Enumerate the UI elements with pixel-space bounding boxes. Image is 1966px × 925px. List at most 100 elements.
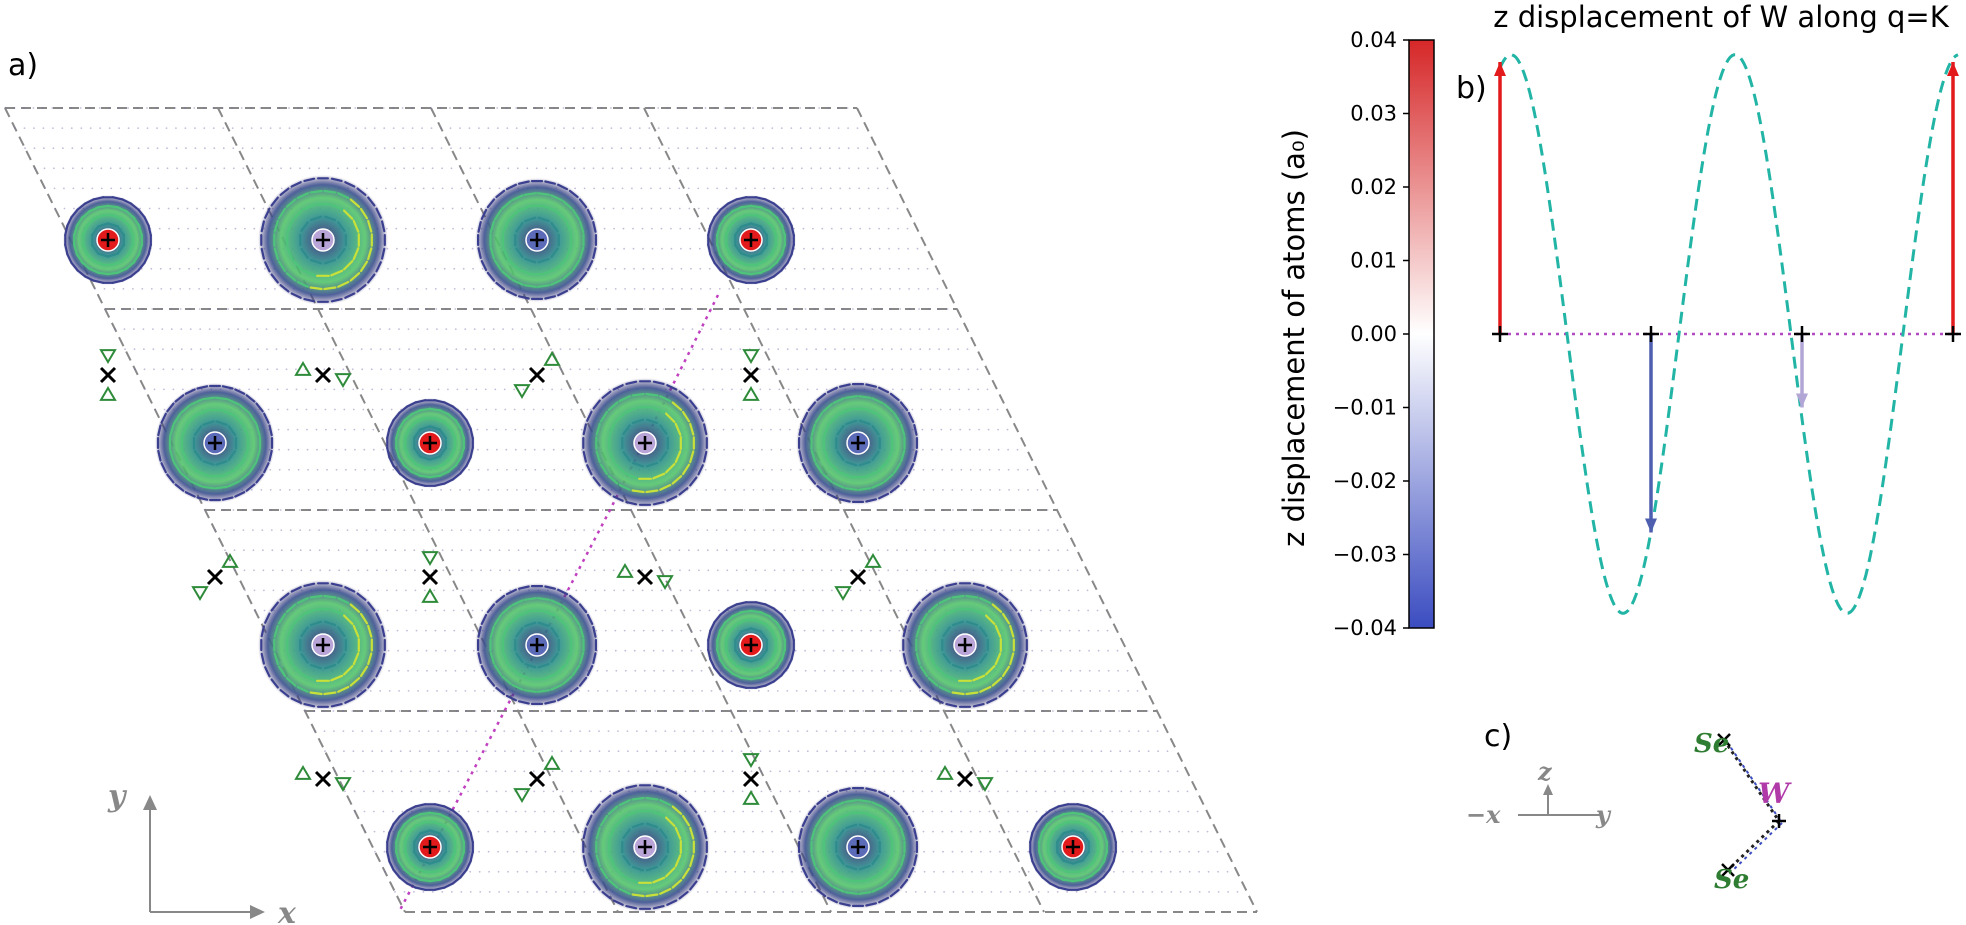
- field-dot: [553, 489, 556, 491]
- vortex-arrow: [356, 689, 367, 698]
- field-dot: [411, 107, 413, 109]
- field-dot: [952, 509, 954, 511]
- vortex-arrow: [713, 208, 722, 219]
- cross-site: [616, 563, 674, 590]
- field-dot: [293, 308, 296, 310]
- vortex-arrow: [414, 886, 427, 891]
- field-dot: [398, 328, 400, 330]
- field-dot: [1046, 509, 1049, 511]
- field-dot: [738, 308, 741, 310]
- field-dot: [924, 549, 927, 552]
- field-dot: [688, 227, 691, 230]
- field-dot: [977, 750, 980, 753]
- field-dot: [658, 509, 661, 511]
- vortex-arrow: [413, 832, 422, 844]
- field-dot: [652, 649, 655, 652]
- field-dot: [1063, 770, 1065, 773]
- field-dot: [1080, 730, 1083, 732]
- field-dot: [833, 690, 836, 692]
- triangle-marker: [976, 777, 994, 792]
- vortex-arrow: [1085, 882, 1098, 889]
- field-dot: [596, 308, 599, 310]
- field-dot: [808, 107, 811, 109]
- field-dot: [796, 348, 798, 351]
- field-dot: [412, 509, 415, 511]
- field-dot: [586, 308, 589, 310]
- field-dot: [801, 549, 804, 552]
- vortex-arrow: [1108, 859, 1115, 872]
- field-dot: [889, 308, 892, 310]
- vortex-arrow: [381, 625, 386, 638]
- field-dot: [456, 368, 458, 371]
- field-dot: [369, 308, 371, 310]
- field-dot: [792, 569, 795, 572]
- vortex-arrow: [515, 221, 524, 233]
- field-dot: [469, 529, 472, 531]
- field-dot: [650, 187, 652, 190]
- field-dot: [931, 810, 934, 813]
- field-dot: [632, 247, 635, 250]
- field-dot: [872, 368, 875, 371]
- field-dot: [701, 710, 704, 712]
- vortex-arrow: [245, 394, 256, 403]
- field-dot: [1028, 549, 1031, 552]
- field-dot: [809, 489, 812, 491]
- field-dot: [257, 368, 259, 371]
- field-dot: [833, 669, 835, 672]
- field-dot: [960, 830, 963, 833]
- field-dot: [104, 308, 106, 310]
- field-dot: [524, 810, 527, 813]
- field-dot: [813, 267, 815, 270]
- field-dot: [123, 308, 125, 310]
- field-dot: [614, 649, 617, 652]
- field-dot: [850, 247, 853, 250]
- field-dot: [381, 428, 384, 431]
- field-dot: [536, 891, 538, 893]
- field-dot: [506, 147, 509, 150]
- field-dot: [786, 328, 788, 330]
- vortex-arrow: [790, 648, 795, 661]
- vortex-arrow: [495, 686, 506, 696]
- cross-marker: [99, 366, 117, 384]
- field-dot: [449, 489, 452, 491]
- vortex-arrow: [255, 449, 261, 463]
- field-dot: [971, 870, 973, 873]
- field-dot: [957, 368, 960, 371]
- vortex-arrow: [697, 464, 704, 476]
- field-dot: [596, 328, 599, 330]
- field-dot: [356, 167, 358, 170]
- field-dot: [471, 227, 473, 230]
- field-dot: [590, 790, 592, 793]
- field-dot: [812, 589, 814, 592]
- field-dot: [212, 127, 215, 129]
- field-dot: [625, 348, 628, 351]
- vortex-arrow: [586, 410, 593, 422]
- field-dot: [157, 167, 160, 170]
- field-dot: [744, 187, 747, 190]
- field-dot: [767, 328, 770, 330]
- vortex-arrow: [290, 181, 302, 188]
- field-dot: [711, 710, 713, 712]
- field-dot: [924, 891, 926, 893]
- field-dot: [1032, 669, 1034, 672]
- field-dot: [715, 147, 717, 150]
- field-dot: [402, 147, 405, 150]
- field-dot: [860, 288, 863, 290]
- field-dot: [1127, 690, 1129, 692]
- field-dot: [740, 388, 743, 391]
- field-dot: [212, 107, 215, 109]
- field-dot: [242, 509, 244, 511]
- field-dot: [470, 569, 473, 572]
- vortex-centers: [96, 228, 1085, 859]
- field-dot: [466, 408, 469, 411]
- field-dot: [318, 167, 320, 170]
- field-dot: [422, 187, 425, 190]
- field-dot: [1198, 891, 1201, 893]
- field-dot: [382, 810, 385, 813]
- field-dot: [302, 308, 305, 310]
- field-dot: [441, 549, 444, 552]
- field-dot: [379, 328, 381, 330]
- field-dot: [1005, 730, 1007, 732]
- field-dot: [721, 388, 724, 391]
- field-dot: [188, 288, 191, 290]
